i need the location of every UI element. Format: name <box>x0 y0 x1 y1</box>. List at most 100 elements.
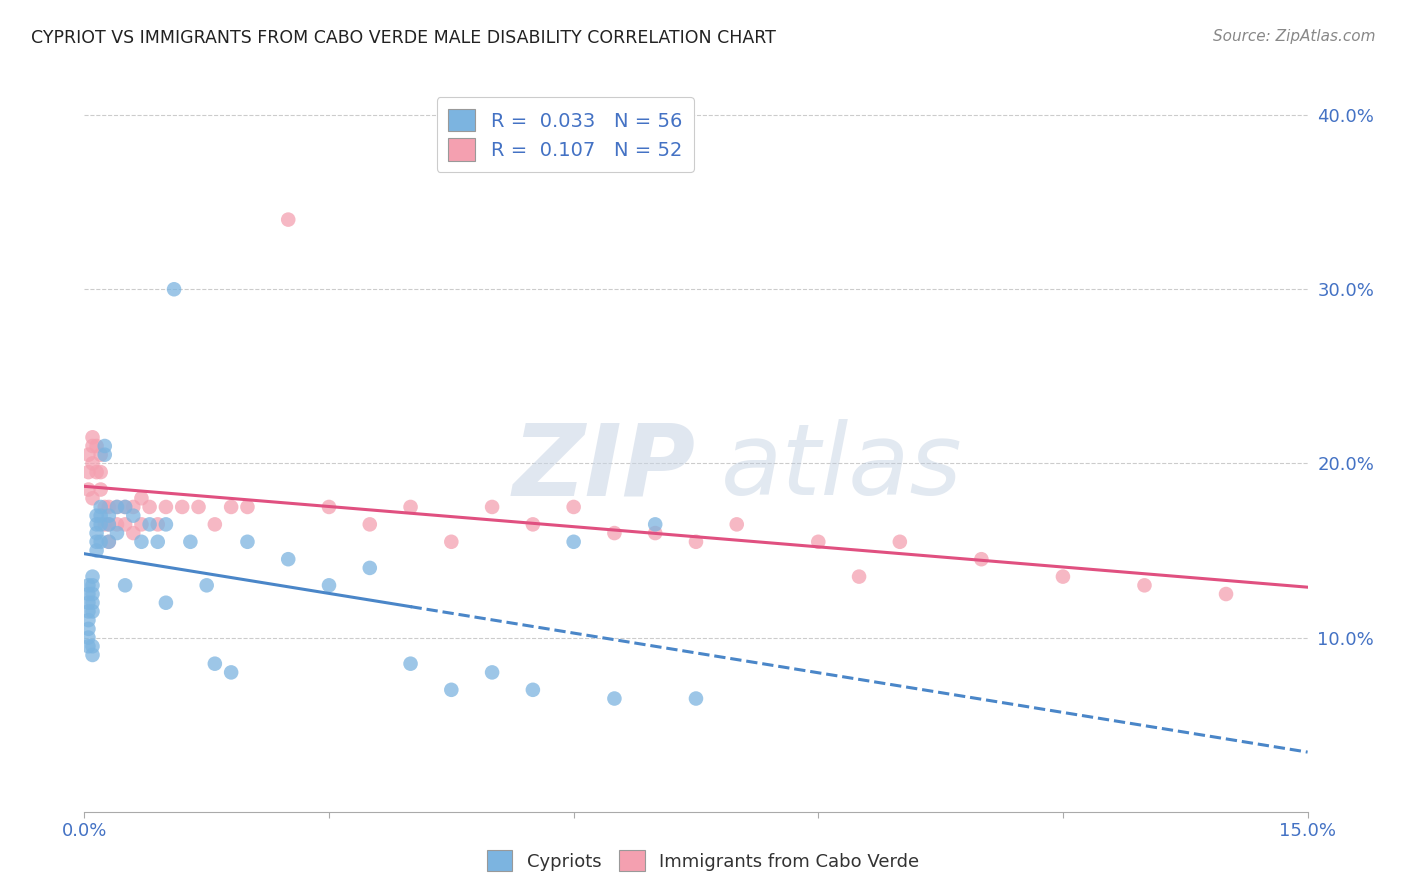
Point <box>562 534 585 549</box>
Point <box>359 561 381 575</box>
Point <box>93 448 115 462</box>
Point <box>82 457 104 471</box>
Point <box>77 613 100 627</box>
Point <box>195 578 218 592</box>
Point <box>77 465 100 479</box>
Point <box>114 578 136 592</box>
Point <box>172 500 194 514</box>
Point <box>86 439 108 453</box>
Point <box>1052 569 1074 583</box>
Point <box>90 534 112 549</box>
Text: atlas: atlas <box>720 419 962 516</box>
Point <box>82 604 104 618</box>
Point <box>86 534 108 549</box>
Point <box>131 491 153 506</box>
Text: CYPRIOT VS IMMIGRANTS FROM CABO VERDE MALE DISABILITY CORRELATION CHART: CYPRIOT VS IMMIGRANTS FROM CABO VERDE MA… <box>31 29 776 46</box>
Point <box>90 465 112 479</box>
Point <box>86 517 108 532</box>
Point <box>97 508 120 523</box>
Point <box>82 640 104 654</box>
Point <box>105 517 128 532</box>
Point <box>138 517 160 532</box>
Point <box>187 500 209 514</box>
Point <box>236 534 259 549</box>
Point <box>889 534 911 549</box>
Point <box>848 569 870 583</box>
Point <box>97 500 120 514</box>
Point <box>603 526 626 541</box>
Text: Source: ZipAtlas.com: Source: ZipAtlas.com <box>1212 29 1375 44</box>
Point <box>122 526 145 541</box>
Point <box>82 587 104 601</box>
Point <box>562 500 585 514</box>
Point <box>807 534 830 549</box>
Point <box>97 534 120 549</box>
Point <box>77 448 100 462</box>
Point <box>77 578 100 592</box>
Text: ZIP: ZIP <box>513 419 696 516</box>
Point <box>970 552 993 566</box>
Point <box>77 640 100 654</box>
Point <box>522 682 544 697</box>
Point <box>105 500 128 514</box>
Point <box>105 526 128 541</box>
Point <box>236 500 259 514</box>
Point <box>114 500 136 514</box>
Point <box>318 500 340 514</box>
Point <box>359 517 381 532</box>
Point <box>131 534 153 549</box>
Point <box>131 517 153 532</box>
Point <box>82 596 104 610</box>
Point <box>603 691 626 706</box>
Point <box>86 526 108 541</box>
Point <box>77 622 100 636</box>
Point <box>138 500 160 514</box>
Point <box>97 517 120 532</box>
Point <box>440 682 463 697</box>
Point <box>219 665 242 680</box>
Point <box>97 534 120 549</box>
Point <box>82 439 104 453</box>
Point <box>90 483 112 497</box>
Point <box>77 631 100 645</box>
Point <box>122 500 145 514</box>
Point <box>122 508 145 523</box>
Point <box>685 691 707 706</box>
Point <box>86 465 108 479</box>
Point <box>82 578 104 592</box>
Point <box>77 587 100 601</box>
Point <box>685 534 707 549</box>
Point <box>77 604 100 618</box>
Point <box>93 439 115 453</box>
Point <box>399 657 422 671</box>
Point <box>77 596 100 610</box>
Point <box>644 517 666 532</box>
Legend: R =  0.033   N = 56, R =  0.107   N = 52: R = 0.033 N = 56, R = 0.107 N = 52 <box>437 97 695 172</box>
Point <box>93 500 115 514</box>
Point <box>114 500 136 514</box>
Point <box>204 657 226 671</box>
Legend: Cypriots, Immigrants from Cabo Verde: Cypriots, Immigrants from Cabo Verde <box>479 843 927 879</box>
Point <box>440 534 463 549</box>
Point <box>522 517 544 532</box>
Point <box>97 517 120 532</box>
Point <box>163 282 186 296</box>
Point <box>90 508 112 523</box>
Point <box>277 212 299 227</box>
Point <box>399 500 422 514</box>
Point <box>86 508 108 523</box>
Point <box>82 430 104 444</box>
Point <box>146 534 169 549</box>
Point <box>82 569 104 583</box>
Point <box>318 578 340 592</box>
Point <box>86 543 108 558</box>
Point <box>219 500 242 514</box>
Point <box>93 517 115 532</box>
Point <box>155 500 177 514</box>
Point <box>204 517 226 532</box>
Point <box>82 491 104 506</box>
Point <box>90 500 112 514</box>
Point <box>481 665 503 680</box>
Point <box>1215 587 1237 601</box>
Point <box>481 500 503 514</box>
